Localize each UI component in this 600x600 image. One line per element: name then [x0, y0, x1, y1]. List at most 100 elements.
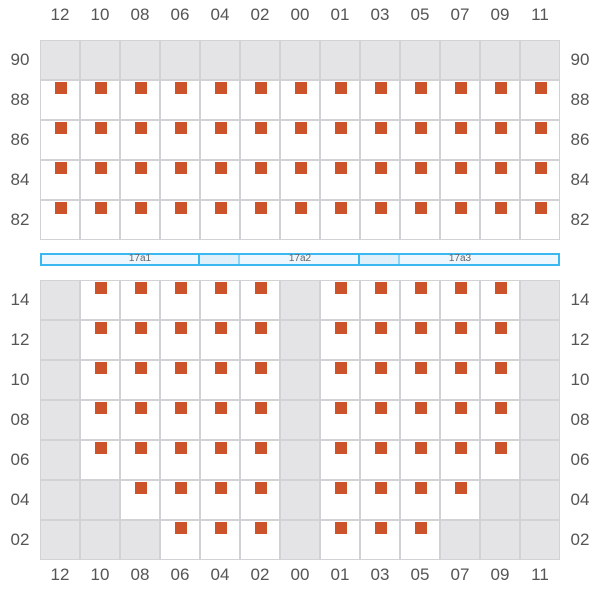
slot-occupied[interactable]	[160, 360, 200, 400]
slot-occupied[interactable]	[200, 280, 240, 320]
slot-occupied[interactable]	[400, 360, 440, 400]
slot-occupied[interactable]	[520, 80, 560, 120]
slot-occupied[interactable]	[240, 120, 280, 160]
slot-occupied[interactable]	[240, 80, 280, 120]
slot-occupied[interactable]	[160, 280, 200, 320]
slot-occupied[interactable]	[120, 120, 160, 160]
slot-occupied[interactable]	[160, 320, 200, 360]
slot-occupied[interactable]	[520, 120, 560, 160]
slot-occupied[interactable]	[120, 200, 160, 240]
slot-occupied[interactable]	[480, 280, 520, 320]
slot-occupied[interactable]	[320, 360, 360, 400]
slot-occupied[interactable]	[320, 160, 360, 200]
slot-occupied[interactable]	[360, 200, 400, 240]
slot-occupied[interactable]	[40, 160, 80, 200]
slot-occupied[interactable]	[360, 320, 400, 360]
slot-occupied[interactable]	[440, 120, 480, 160]
slot-occupied[interactable]	[440, 360, 480, 400]
slot-occupied[interactable]	[200, 200, 240, 240]
slot-occupied[interactable]	[160, 440, 200, 480]
slot-occupied[interactable]	[360, 400, 400, 440]
slot-occupied[interactable]	[160, 120, 200, 160]
slot-occupied[interactable]	[440, 80, 480, 120]
slot-occupied[interactable]	[400, 520, 440, 560]
slot-occupied[interactable]	[360, 520, 400, 560]
slot-occupied[interactable]	[80, 280, 120, 320]
slot-occupied[interactable]	[80, 120, 120, 160]
slot-occupied[interactable]	[400, 320, 440, 360]
slot-occupied[interactable]	[240, 160, 280, 200]
slot-occupied[interactable]	[200, 80, 240, 120]
slot-occupied[interactable]	[200, 320, 240, 360]
slot-occupied[interactable]	[320, 400, 360, 440]
slot-occupied[interactable]	[120, 320, 160, 360]
slot-occupied[interactable]	[480, 160, 520, 200]
slot-occupied[interactable]	[400, 120, 440, 160]
slot-occupied[interactable]	[200, 160, 240, 200]
slot-occupied[interactable]	[320, 520, 360, 560]
slot-occupied[interactable]	[440, 280, 480, 320]
slot-occupied[interactable]	[80, 400, 120, 440]
slot-occupied[interactable]	[240, 440, 280, 480]
slot-occupied[interactable]	[320, 440, 360, 480]
slot-occupied[interactable]	[240, 400, 280, 440]
slot-occupied[interactable]	[360, 440, 400, 480]
slot-occupied[interactable]	[160, 160, 200, 200]
slot-occupied[interactable]	[40, 120, 80, 160]
slot-occupied[interactable]	[440, 440, 480, 480]
slot-occupied[interactable]	[320, 120, 360, 160]
slot-occupied[interactable]	[400, 440, 440, 480]
slot-occupied[interactable]	[200, 520, 240, 560]
slot-occupied[interactable]	[320, 320, 360, 360]
slot-occupied[interactable]	[440, 200, 480, 240]
slot-occupied[interactable]	[200, 480, 240, 520]
slot-occupied[interactable]	[160, 480, 200, 520]
slot-occupied[interactable]	[80, 320, 120, 360]
slot-occupied[interactable]	[280, 80, 320, 120]
band-17a3[interactable]: 17a3	[360, 253, 560, 266]
slot-occupied[interactable]	[360, 280, 400, 320]
slot-occupied[interactable]	[40, 200, 80, 240]
slot-occupied[interactable]	[120, 80, 160, 120]
slot-occupied[interactable]	[400, 80, 440, 120]
slot-occupied[interactable]	[520, 200, 560, 240]
slot-occupied[interactable]	[480, 440, 520, 480]
slot-occupied[interactable]	[200, 360, 240, 400]
slot-occupied[interactable]	[240, 480, 280, 520]
slot-occupied[interactable]	[400, 400, 440, 440]
slot-occupied[interactable]	[360, 80, 400, 120]
slot-occupied[interactable]	[400, 280, 440, 320]
slot-occupied[interactable]	[320, 200, 360, 240]
slot-occupied[interactable]	[120, 280, 160, 320]
slot-occupied[interactable]	[400, 160, 440, 200]
slot-occupied[interactable]	[360, 160, 400, 200]
slot-occupied[interactable]	[120, 440, 160, 480]
slot-occupied[interactable]	[280, 160, 320, 200]
slot-occupied[interactable]	[520, 160, 560, 200]
slot-occupied[interactable]	[240, 520, 280, 560]
slot-occupied[interactable]	[160, 200, 200, 240]
slot-occupied[interactable]	[120, 360, 160, 400]
slot-occupied[interactable]	[480, 400, 520, 440]
slot-occupied[interactable]	[200, 440, 240, 480]
slot-occupied[interactable]	[80, 440, 120, 480]
slot-occupied[interactable]	[160, 80, 200, 120]
slot-occupied[interactable]	[120, 480, 160, 520]
slot-occupied[interactable]	[360, 360, 400, 400]
slot-occupied[interactable]	[80, 160, 120, 200]
slot-occupied[interactable]	[40, 80, 80, 120]
slot-occupied[interactable]	[80, 200, 120, 240]
slot-occupied[interactable]	[400, 480, 440, 520]
slot-occupied[interactable]	[440, 160, 480, 200]
slot-occupied[interactable]	[480, 80, 520, 120]
slot-occupied[interactable]	[120, 160, 160, 200]
slot-occupied[interactable]	[480, 320, 520, 360]
slot-occupied[interactable]	[280, 200, 320, 240]
slot-occupied[interactable]	[240, 200, 280, 240]
slot-occupied[interactable]	[240, 360, 280, 400]
slot-occupied[interactable]	[360, 120, 400, 160]
slot-occupied[interactable]	[320, 480, 360, 520]
slot-occupied[interactable]	[360, 480, 400, 520]
slot-occupied[interactable]	[80, 80, 120, 120]
slot-occupied[interactable]	[120, 400, 160, 440]
